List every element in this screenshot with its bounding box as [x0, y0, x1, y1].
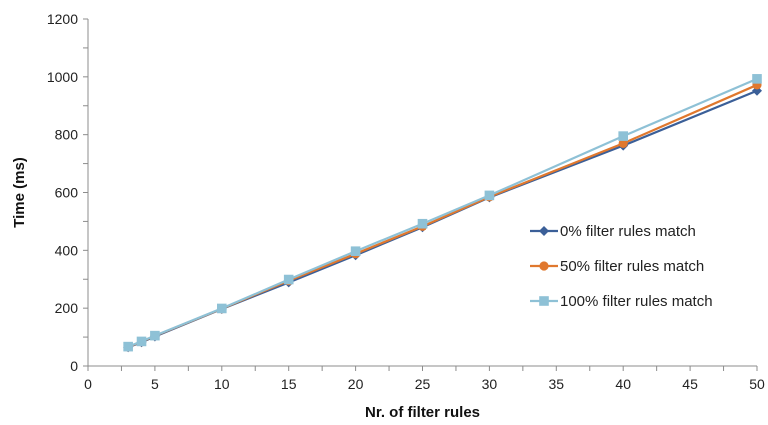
x-tick-label: 40 — [615, 376, 631, 392]
data-point — [150, 330, 160, 341]
y-tick-label: 0 — [70, 358, 78, 374]
legend-marker — [539, 226, 549, 236]
y-tick-label: 400 — [55, 242, 79, 258]
legend-label: 100% filter rules match — [560, 293, 713, 310]
legend-item: 100% filter rules match — [530, 293, 713, 310]
x-tick-label: 20 — [348, 376, 364, 392]
data-point — [417, 218, 428, 229]
series-line — [127, 77, 758, 348]
x-tick-label: 25 — [415, 376, 431, 392]
legend-item: 50% filter rules match — [530, 258, 704, 275]
data-point — [283, 274, 294, 285]
y-tick-label: 600 — [55, 185, 79, 201]
y-tick-label: 200 — [55, 300, 79, 316]
legend-item: 0% filter rules match — [530, 223, 696, 240]
series-2 — [123, 74, 762, 352]
y-axis-title: Time (ms) — [11, 157, 28, 228]
x-tick-label: 5 — [151, 376, 159, 392]
y-tick-label: 800 — [55, 127, 79, 143]
legend: 0% filter rules match 50% filter rules ma… — [530, 223, 713, 310]
data-point — [618, 131, 628, 141]
x-tick-label: 15 — [281, 376, 297, 392]
x-tick-label: 50 — [749, 376, 765, 392]
data-point — [752, 74, 762, 84]
series-layer — [123, 74, 762, 353]
axes: 0 200 400 600 800 1000 1200 0 5 10 15 20 25 30 35 40 45 5… — [47, 11, 765, 392]
x-axis-title: Nr. of filter rules — [365, 404, 480, 421]
data-point — [123, 341, 133, 352]
data-point — [217, 303, 227, 314]
x-tick-label: 10 — [214, 376, 230, 392]
x-tick-label: 35 — [549, 376, 565, 392]
legend-marker — [539, 296, 549, 306]
data-point — [484, 190, 495, 201]
legend-marker — [539, 261, 549, 271]
data-point — [618, 138, 628, 148]
data-point — [136, 336, 147, 347]
legend-label: 0% filter rules match — [560, 223, 696, 240]
x-tick-label: 45 — [682, 376, 698, 392]
legend-label: 50% filter rules match — [560, 258, 704, 275]
y-tick-label: 1200 — [47, 11, 78, 27]
x-tick-label: 30 — [482, 376, 498, 392]
data-point — [350, 246, 361, 257]
x-tick-label: 0 — [84, 376, 92, 392]
y-tick-label: 1000 — [47, 69, 78, 85]
